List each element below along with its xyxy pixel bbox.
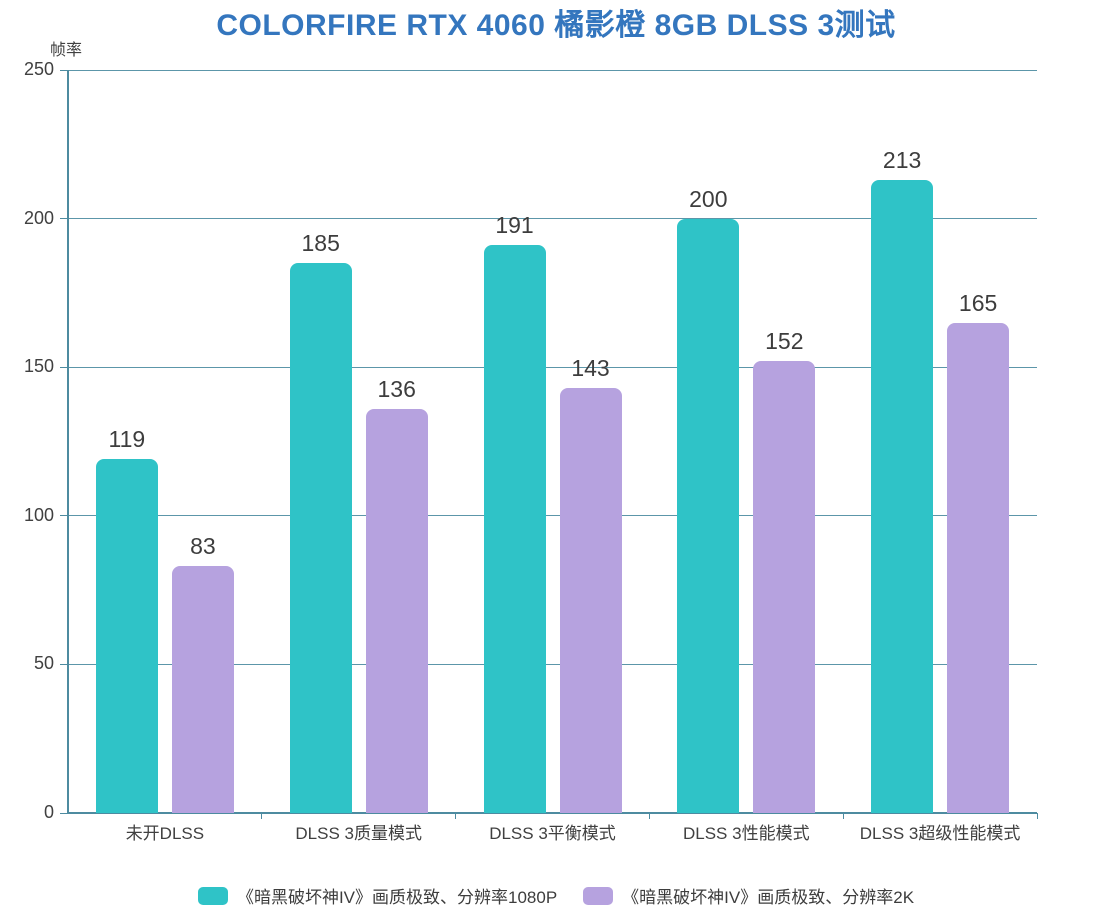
y-axis-tick-label: 250: [23, 59, 54, 79]
y-axis-tick-label: 0: [43, 802, 54, 822]
bar: [947, 322, 1010, 813]
category-label: DLSS 3平衡模式: [489, 824, 616, 843]
y-axis-tick: [60, 69, 67, 71]
bar: [753, 361, 816, 813]
bar: [559, 388, 622, 813]
legend-swatch: [583, 886, 614, 905]
legend-entry: 《暗黑破坏神IV》画质极致、分辨率2K: [583, 883, 914, 908]
y-axis-tick-label: 100: [23, 504, 54, 525]
x-axis-line: [67, 812, 1037, 814]
y-axis-title: 帧率: [50, 42, 83, 59]
y-axis-tick-label: 150: [23, 356, 54, 377]
bar: [365, 408, 428, 813]
bar: [483, 245, 546, 813]
x-axis-tick: [648, 813, 650, 819]
y-axis-tick: [60, 366, 67, 368]
bar: [171, 566, 234, 813]
value-label: 83: [190, 533, 216, 560]
category-label: DLSS 3超级性能模式: [859, 824, 1021, 843]
y-axis-tick: [60, 515, 67, 517]
gridline: [68, 663, 1037, 665]
chart-title: COLORFIRE RTX 4060 橘影橙 8GB DLSS 3测试: [216, 9, 896, 42]
y-axis-line: [67, 70, 69, 813]
gridline: [68, 218, 1037, 220]
legend-entry: 《暗黑破坏神IV》画质极致、分辨率1080P: [197, 883, 558, 908]
value-label: 165: [958, 289, 998, 316]
bar: [289, 263, 352, 813]
x-axis-tick: [1036, 813, 1038, 819]
value-label: 185: [301, 230, 340, 257]
value-label: 213: [882, 146, 922, 173]
legend-label: 《暗黑破坏神IV》画质极致、分辨率1080P: [236, 888, 558, 907]
x-axis-tick: [455, 813, 457, 819]
value-label: 143: [571, 355, 610, 381]
y-axis-tick: [60, 663, 67, 665]
category-label: DLSS 3性能模式: [682, 824, 810, 843]
gridline: [68, 69, 1037, 71]
y-axis-tick: [60, 218, 67, 220]
chart-legend: 《暗黑破坏神IV》画质极致、分辨率1080P 《暗黑破坏神IV》画质极致、分辨率2…: [0, 883, 1112, 908]
y-axis-tick-label: 50: [33, 653, 54, 674]
bar: [871, 179, 934, 813]
y-axis-tick-label: 200: [23, 207, 54, 228]
y-axis-tick: [60, 812, 67, 814]
value-label: 119: [108, 426, 146, 453]
value-label: 191: [495, 212, 534, 239]
legend-label: 《暗黑破坏神IV》画质极致、分辨率2K: [622, 888, 915, 907]
category-label: DLSS 3质量模式: [295, 824, 422, 843]
category-label: 未开DLSS: [125, 824, 205, 843]
bar: [677, 218, 740, 813]
x-axis-tick: [842, 813, 844, 819]
value-label: 136: [377, 375, 416, 402]
x-axis-tick: [261, 813, 263, 819]
legend-swatch: [197, 886, 228, 905]
bar: [95, 459, 158, 813]
value-label: 200: [689, 185, 728, 212]
gridline: [68, 366, 1037, 368]
value-label: 152: [765, 328, 804, 355]
gridline: [68, 515, 1037, 517]
